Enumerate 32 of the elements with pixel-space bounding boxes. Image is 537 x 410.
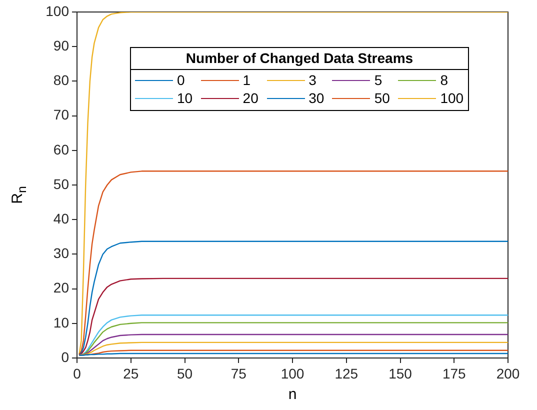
y-tick-label: 80 xyxy=(53,72,70,88)
legend-label: 8 xyxy=(440,72,448,88)
y-tick-label: 90 xyxy=(53,37,70,54)
x-tick-label: 0 xyxy=(73,365,82,382)
y-tick-label: 50 xyxy=(53,176,70,192)
y-tick-label: 0 xyxy=(61,348,70,365)
x-tick-label: 25 xyxy=(123,365,139,382)
x-tick-label: 75 xyxy=(230,365,247,382)
y-tick-label: 70 xyxy=(53,106,70,123)
y-tick-label: 100 xyxy=(46,2,70,19)
y-tick-label: 10 xyxy=(53,314,70,330)
legend-label: 100 xyxy=(440,90,464,106)
x-axis-title: n xyxy=(287,386,298,403)
y-tick-label: 30 xyxy=(53,245,70,262)
legend-label: 50 xyxy=(374,90,390,106)
x-tick-label: 200 xyxy=(496,365,520,382)
legend-label: 20 xyxy=(242,90,258,106)
y-tick-label: 40 xyxy=(53,210,70,226)
y-tick-label: 20 xyxy=(53,280,70,296)
legend-label: 10 xyxy=(177,90,193,106)
legend-label: 0 xyxy=(177,72,185,88)
x-tick-label: 150 xyxy=(388,365,412,382)
legend-title: Number of Changed Data Streams xyxy=(184,49,414,68)
legend-label: 5 xyxy=(374,72,382,88)
x-tick-label: 125 xyxy=(334,365,358,382)
x-tick-label: 175 xyxy=(442,365,466,382)
x-tick-label: 100 xyxy=(280,365,304,382)
legend-label: 1 xyxy=(242,72,251,88)
legend-label: 3 xyxy=(308,72,316,88)
legend-label: 30 xyxy=(308,90,324,106)
x-tick-label: 50 xyxy=(176,365,193,382)
y-tick-label: 60 xyxy=(53,141,70,158)
